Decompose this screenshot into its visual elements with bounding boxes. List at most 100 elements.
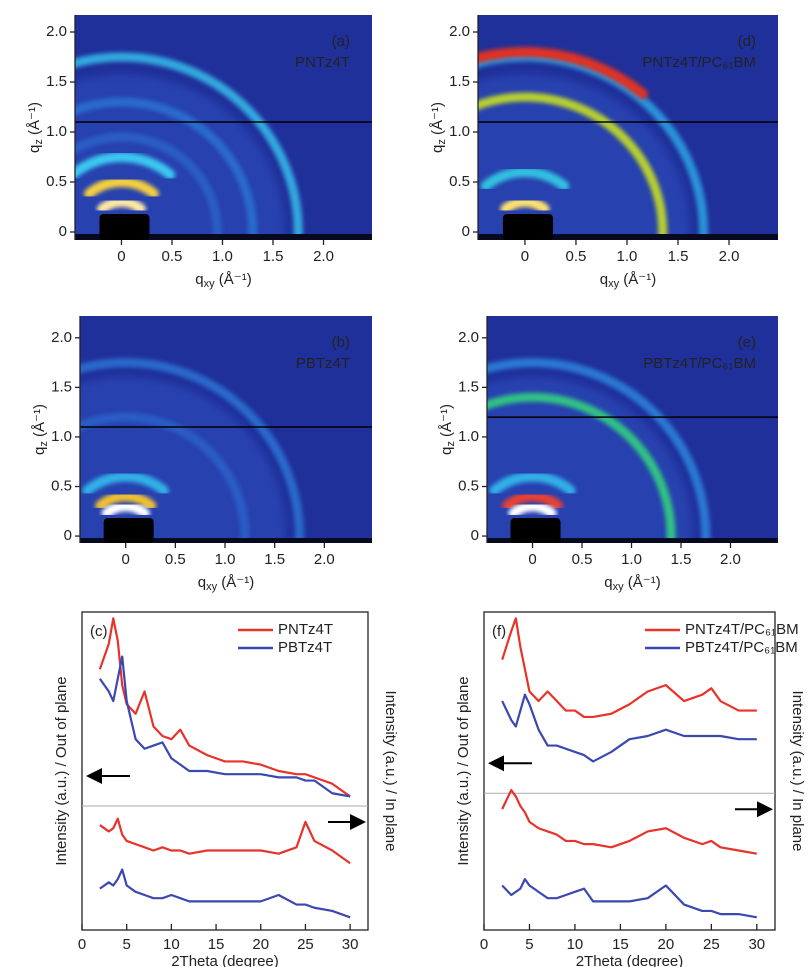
beam-stop [502,214,553,240]
y-tick-label: 0.5 [46,173,67,190]
scattering-ring [478,92,668,240]
legend-label: PBTz4T [278,639,332,656]
y-axis-label: Intensity (a.u.) / Out of plane [53,676,70,865]
horizon-band [487,538,778,543]
y-axis-label-symbol: q [438,447,455,455]
x-axis-label-symbol: q [195,271,203,288]
x-tick-label: 0.5 [572,551,593,568]
intensity-curve [98,617,351,798]
x-tick-label: 0 [78,936,86,953]
y-tick-label: 2.0 [449,23,470,40]
x-tick-label: 30 [748,936,765,953]
y-tick-label: 2.0 [458,329,479,346]
intensity-curve [501,693,757,763]
y-tick-label: 0.5 [458,477,479,494]
x-tick-label: 15 [208,936,225,953]
x-axis-label: qxy (Å⁻¹) [604,574,660,593]
sample-label: PNTz4T [295,54,350,71]
y-tick-label: 0.5 [449,173,470,190]
panel-label: (a) [332,33,350,50]
x-tick-label: 1.0 [215,551,236,568]
intensity-curve [99,868,351,919]
y-axis-label: qz (Å⁻¹) [438,404,457,455]
scattering-ring [487,358,711,543]
diffraction-peak [478,46,649,100]
panel-label: (b) [332,334,350,351]
diffraction-peak [502,491,563,511]
beam-stop [510,518,561,543]
x-tick-label: 2.0 [719,248,740,265]
x-tick-label: 5 [525,936,533,953]
x-axis-label-symbol: q [198,574,206,591]
scattering-ring [80,358,304,543]
x-axis-label-unit: (Å⁻¹) [215,271,252,288]
intensity-curve [501,617,757,719]
y2-axis-label: Intensity (a.u.) / In plane [382,691,399,852]
y-axis-label-subscript: z [445,441,457,447]
scattering-ring [75,52,303,240]
scattering-ring [80,412,250,543]
x-tick-label: 2.0 [720,551,741,568]
horizon-band [478,234,778,240]
x-axis-label-unit: (Å⁻¹) [217,574,254,591]
plot-frame [81,611,369,931]
panel-label: (c) [90,623,108,640]
x-tick-label: 10 [567,936,584,953]
x-axis-label-unit: (Å⁻¹) [619,271,656,288]
y-axis-label-symbol: q [429,145,446,153]
x-tick-label: 0.5 [165,551,186,568]
y-tick-label: 1.5 [51,378,72,395]
sample-label: PBTz4T [296,355,350,372]
y-axis-label-unit: (Å⁻¹) [429,102,446,139]
y-axis-label: qz (Å⁻¹) [429,102,448,153]
x-tick-label: 25 [297,936,314,953]
detector-image [478,15,778,240]
diffraction-peak [82,471,169,496]
horizon-band [80,538,372,543]
y-tick-label: 1.5 [449,73,470,90]
y-tick-label: 1.0 [51,428,72,445]
x-axis-label-unit: (Å⁻¹) [624,574,661,591]
y-tick-label: 2.0 [46,23,67,40]
x-tick-label: 0 [480,936,488,953]
y-tick-label: 1.0 [46,123,67,140]
panel-label: (f) [492,623,506,640]
x-axis-label-symbol: q [604,574,612,591]
x-axis-label: qxy (Å⁻¹) [198,574,254,593]
x-tick-label: 5 [123,936,131,953]
x-axis-label: 2Theta (degree) [576,953,684,967]
y-tick-label: 0.5 [51,477,72,494]
y2-axis-label: Intensity (a.u.) / In plane [789,691,806,852]
intensity-curve [98,655,351,798]
intensity-curve [501,878,758,919]
legend-label: PNTz4T/PC₆₁BM [685,621,799,638]
diffraction-peak [480,166,570,192]
y-axis-label: qz (Å⁻¹) [26,102,45,153]
plot-frame [483,611,776,931]
diffraction-peak [75,151,176,180]
y-tick-label: 0 [471,527,479,544]
beam-stop [103,518,154,543]
y-axis-label-unit: (Å⁻¹) [438,404,455,441]
panel-label: (d) [738,33,756,50]
y-axis-label-subscript: z [33,139,45,145]
x-tick-label: 1.5 [263,248,284,265]
y-axis-label-subscript: z [38,441,50,447]
x-tick-label: 0.5 [566,248,587,265]
x-axis-label-subscript: xy [608,278,620,290]
detector-image [75,15,372,240]
x-axis-label-symbol: q [600,271,608,288]
x-tick-label: 30 [342,936,359,953]
x-tick-label: 25 [703,936,720,953]
x-tick-label: 0 [122,551,130,568]
x-axis-label: qxy (Å⁻¹) [195,271,251,290]
sample-label: PBTz4T/PC₆₁BM [643,355,756,372]
diffraction-peak [96,196,146,215]
x-axis-label-subscript: xy [204,278,216,290]
x-tick-label: 1.0 [212,248,233,265]
y-tick-label: 0 [59,223,67,240]
x-tick-label: 2.0 [313,248,334,265]
diffraction-peak [508,501,557,519]
y-axis-label-symbol: q [26,145,43,153]
